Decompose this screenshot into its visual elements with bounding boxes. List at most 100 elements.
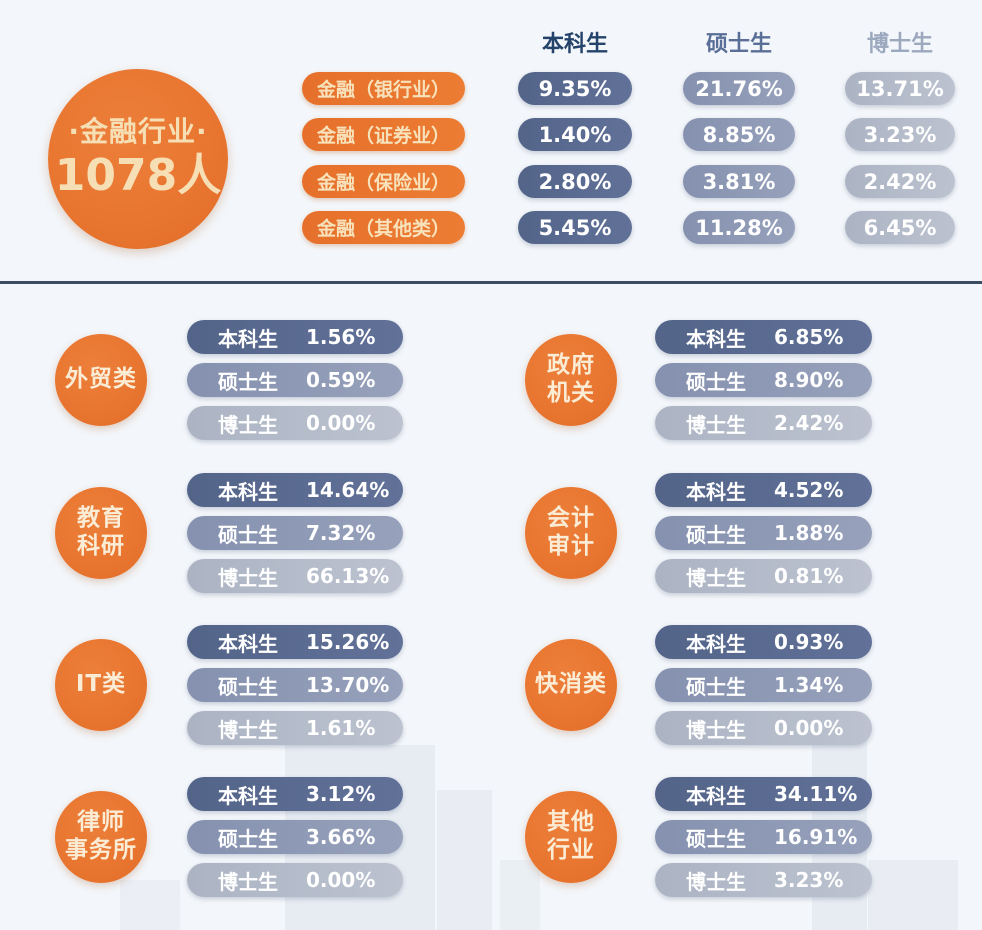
degree-stat-pill: 硕士生 1.88% [655,516,872,550]
column-header-undergrad: 本科生 [541,32,608,57]
degree-stat-pill: 硕士生 16.91% [655,820,872,854]
industry-circle: 教育 科研 [55,487,147,579]
degree-stat-pill: 博士生 0.00% [187,406,403,440]
degree-value: 0.59% [306,368,376,392]
degree-stat-pill: 博士生 0.81% [655,559,872,593]
degree-label: 本科生 [218,479,278,504]
degree-label: 博士生 [218,717,278,742]
degree-stat-pill: 本科生 3.12% [187,777,403,811]
degree-label: 硕士生 [686,369,746,394]
industry-group-other: 其他 行业 本科生 34.11% 硕士生 16.91% 博士生 3.23% [525,777,872,897]
degree-label: 硕士生 [218,522,278,547]
degree-value: 34.11% [774,782,858,806]
degree-value: 3.23% [774,868,844,892]
degree-value: 8.90% [774,368,844,392]
industry-circle: 会计 审计 [525,487,617,579]
degree-label: 博士生 [686,869,746,894]
finance-row-label: 金融（银行业） [302,72,465,105]
degree-label: 博士生 [686,412,746,437]
degree-stat-pill: 本科生 6.85% [655,320,872,354]
degree-stat-pill: 本科生 1.56% [187,320,403,354]
finance-value-doctor: 2.42% [845,165,955,198]
finance-row-label: 金融（其他类） [302,211,465,244]
degree-label: 硕士生 [218,826,278,851]
degree-label: 博士生 [218,412,278,437]
industry-circle: 政府 机关 [525,334,617,426]
industry-title: ·金融行业· [68,115,208,149]
degree-stat-pill: 博士生 3.23% [655,863,872,897]
degree-label: 硕士生 [218,674,278,699]
finance-value-undergrad: 5.45% [518,211,632,244]
degree-value: 1.56% [306,325,376,349]
degree-label: 博士生 [686,717,746,742]
degree-value: 0.00% [774,716,844,740]
degree-label: 本科生 [218,326,278,351]
finance-value-undergrad: 2.80% [518,165,632,198]
degree-stat-pill: 硕士生 3.66% [187,820,403,854]
degree-label: 硕士生 [218,369,278,394]
degree-label: 硕士生 [686,522,746,547]
degree-label: 本科生 [686,783,746,808]
finance-value-master: 11.28% [683,211,795,244]
degree-stat-pill: 硕士生 0.59% [187,363,403,397]
degree-stat-pill: 本科生 0.93% [655,625,872,659]
degree-value: 2.42% [774,411,844,435]
degree-label: 本科生 [218,631,278,656]
column-header-master: 硕士生 [705,32,772,57]
industry-group-fmcg: 快消类 本科生 0.93% 硕士生 1.34% 博士生 0.00% [525,625,872,745]
degree-stat-pill: 本科生 4.52% [655,473,872,507]
industry-circle: 律师 事务所 [55,791,147,883]
degree-stat-pill: 硕士生 7.32% [187,516,403,550]
finance-row-label: 金融（证券业） [302,118,465,151]
degree-label: 本科生 [218,783,278,808]
column-header-doctor: 博士生 [866,32,933,57]
degree-value: 3.66% [306,825,376,849]
degree-label: 本科生 [686,631,746,656]
degree-stat-pill: 博士生 66.13% [187,559,403,593]
finance-value-master: 21.76% [683,72,795,105]
industry-group-accounting-audit: 会计 审计 本科生 4.52% 硕士生 1.88% 博士生 0.81% [525,473,872,593]
industry-group-government: 政府 机关 本科生 6.85% 硕士生 8.90% 博士生 2.42% [525,320,872,440]
watermark-building [868,860,958,930]
degree-value: 3.12% [306,782,376,806]
degree-value: 7.32% [306,521,376,545]
degree-label: 博士生 [218,869,278,894]
degree-label: 硕士生 [686,674,746,699]
industry-circle: 快消类 [525,639,617,731]
degree-value: 0.00% [306,411,376,435]
finance-value-doctor: 3.23% [845,118,955,151]
industry-count: 1078人 [54,150,222,202]
industry-circle: IT类 [55,639,147,731]
finance-value-undergrad: 9.35% [518,72,632,105]
degree-stat-pill: 博士生 1.61% [187,711,403,745]
finance-value-doctor: 6.45% [845,211,955,244]
degree-value: 0.81% [774,564,844,588]
industry-group-education-research: 教育 科研 本科生 14.64% 硕士生 7.32% 博士生 66.13% [55,473,403,593]
degree-label: 硕士生 [686,826,746,851]
degree-label: 本科生 [686,479,746,504]
watermark-building [500,860,540,930]
degree-value: 4.52% [774,478,844,502]
degree-value: 15.26% [306,630,390,654]
industry-total-circle: ·金融行业· 1078人 [48,69,228,249]
section-divider [0,281,982,284]
degree-stat-pill: 本科生 15.26% [187,625,403,659]
degree-stat-pill: 本科生 34.11% [655,777,872,811]
degree-value: 14.64% [306,478,390,502]
degree-value: 13.70% [306,673,390,697]
degree-value: 66.13% [306,564,390,588]
watermark-building [120,880,180,930]
degree-value: 6.85% [774,325,844,349]
degree-value: 0.93% [774,630,844,654]
degree-value: 1.88% [774,521,844,545]
degree-label: 博士生 [686,565,746,590]
degree-stat-pill: 硕士生 13.70% [187,668,403,702]
degree-value: 1.34% [774,673,844,697]
degree-stat-pill: 博士生 0.00% [187,863,403,897]
finance-value-doctor: 13.71% [845,72,955,105]
degree-label: 本科生 [686,326,746,351]
degree-value: 0.00% [306,868,376,892]
degree-stat-pill: 博士生 2.42% [655,406,872,440]
degree-stat-pill: 硕士生 8.90% [655,363,872,397]
